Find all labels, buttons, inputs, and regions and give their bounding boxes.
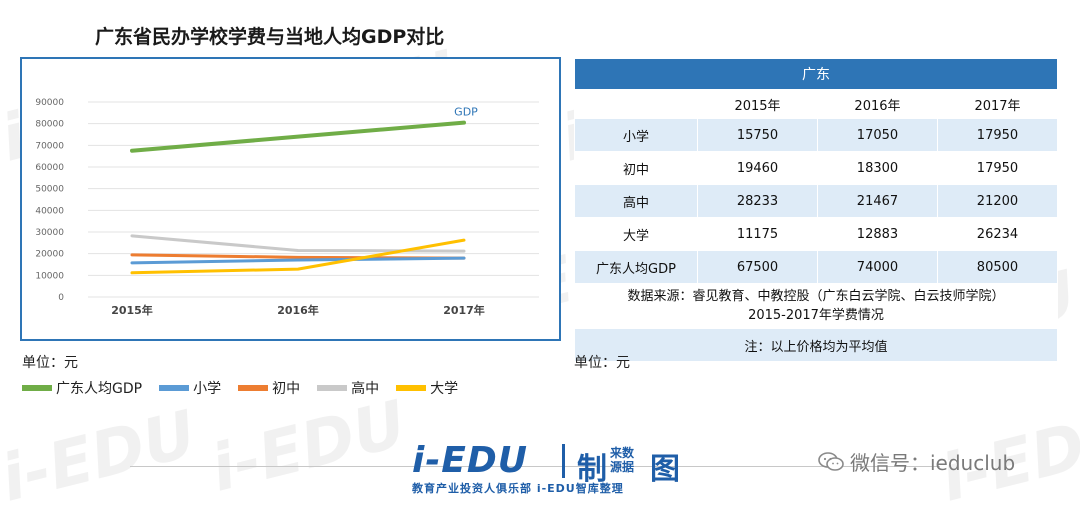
y-tick-label: 40000 <box>35 206 64 216</box>
x-tick-label: 2016年 <box>277 303 319 317</box>
legend-label: 大学 <box>430 378 458 398</box>
chart-legend: 广东人均GDP 小学 初中 高中 大学 <box>22 378 475 398</box>
legend-item: 广东人均GDP <box>22 378 142 398</box>
wechat-icon <box>818 452 844 472</box>
y-tick-label: 50000 <box>35 185 64 195</box>
x-tick-label: 2015年 <box>111 303 153 317</box>
wechat-id: 微信号：ieduclub <box>818 447 1015 476</box>
table-row: 广东人均GDP 67500 74000 80500 <box>575 251 1058 284</box>
table-cell: 17950 <box>937 119 1057 152</box>
watermark: i-EDU <box>204 387 413 507</box>
table-cell: 74000 <box>817 251 937 284</box>
table-row-label: 小学 <box>575 119 698 152</box>
table-cell: 15750 <box>698 119 818 152</box>
logo-main-text: i-EDU <box>412 440 528 481</box>
legend-label: 高中 <box>351 378 379 398</box>
unit-label-right: 单位：元 <box>574 352 630 372</box>
y-tick-label: 70000 <box>35 141 64 151</box>
table-row: 初中 19460 18300 17950 <box>575 152 1058 185</box>
legend-item: 高中 <box>317 378 379 398</box>
logo-divider <box>562 444 565 478</box>
unit-label-left: 单位：元 <box>22 352 78 372</box>
table-region-header: 广东 <box>575 59 1058 90</box>
legend-swatch <box>317 385 347 391</box>
table-cell: 18300 <box>817 152 937 185</box>
table-cell: 80500 <box>937 251 1057 284</box>
legend-item: 小学 <box>159 378 221 398</box>
logo-small-text: 来数源据 <box>610 446 640 474</box>
legend-label: 广东人均GDP <box>56 378 142 398</box>
table-footnote: 注：以上价格均为平均值 <box>575 329 1058 362</box>
wechat-text: 微信号：ieduclub <box>850 447 1015 476</box>
table-row-label: 大学 <box>575 218 698 251</box>
table-cell: 21467 <box>817 185 937 218</box>
legend-swatch <box>238 385 268 391</box>
chart-annotation: GDP <box>454 106 478 119</box>
chart-canvas: 0 10000 20000 30000 40000 50000 60000 70000 8000… <box>22 59 559 339</box>
source-line: 2015-2017年学费情况 <box>748 308 884 323</box>
logo-tagline: 教育产业投资人俱乐部 i-EDU智库整理 <box>412 480 624 496</box>
table-cell: 28233 <box>698 185 818 218</box>
legend-swatch <box>159 385 189 391</box>
logo-tu-text: 图 <box>650 444 680 488</box>
legend-item: 大学 <box>396 378 458 398</box>
legend-swatch <box>22 385 52 391</box>
table-cell: 12883 <box>817 218 937 251</box>
page-title: 广东省民办学校学费与当地人均GDP对比 <box>95 22 444 49</box>
table-source-note: 数据来源：睿见教育、中教控股（广东白云学院、白云技师学院） 2015-2017年… <box>575 284 1058 329</box>
table-row: 小学 15750 17050 17950 <box>575 119 1058 152</box>
table-row: 高中 28233 21467 21200 <box>575 185 1058 218</box>
table-corner-cell <box>575 90 698 119</box>
table-cell: 19460 <box>698 152 818 185</box>
table-row-label: 初中 <box>575 152 698 185</box>
table-cell: 21200 <box>937 185 1057 218</box>
y-tick-label: 90000 <box>35 98 64 108</box>
y-tick-label: 60000 <box>35 163 64 173</box>
series-line <box>132 258 464 263</box>
y-tick-label: 20000 <box>35 250 64 260</box>
watermark: i-EDU <box>0 397 203 517</box>
legend-swatch <box>396 385 426 391</box>
legend-label: 小学 <box>193 378 221 398</box>
table-row-label: 广东人均GDP <box>575 251 698 284</box>
table-cell: 67500 <box>698 251 818 284</box>
y-tick-label: 10000 <box>35 271 64 281</box>
y-tick-label: 80000 <box>35 120 64 130</box>
y-tick-label: 0 <box>58 293 64 303</box>
y-tick-label: 30000 <box>35 228 64 238</box>
table-cell: 26234 <box>937 218 1057 251</box>
table-year-header: 2015年 <box>698 90 818 119</box>
source-line: 数据来源：睿见教育、中教控股（广东白云学院、白云技师学院） <box>627 289 1004 304</box>
x-tick-label: 2017年 <box>443 303 485 317</box>
table-row-label: 高中 <box>575 185 698 218</box>
table-cell: 11175 <box>698 218 818 251</box>
legend-item: 初中 <box>238 378 300 398</box>
table-cell: 17950 <box>937 152 1057 185</box>
table-year-header: 2017年 <box>937 90 1057 119</box>
line-chart: 0 10000 20000 30000 40000 50000 60000 70000 8000… <box>20 57 561 341</box>
table-cell: 17050 <box>817 119 937 152</box>
data-table: 广东 2015年 2016年 2017年 小学 15750 17050 1795… <box>574 58 1058 362</box>
legend-label: 初中 <box>272 378 300 398</box>
table-row: 大学 11175 12883 26234 <box>575 218 1058 251</box>
iedu-logo: i-EDU 制 来数源据 图 教育产业投资人俱乐部 i-EDU智库整理 <box>412 440 702 500</box>
table-year-header: 2016年 <box>817 90 937 119</box>
